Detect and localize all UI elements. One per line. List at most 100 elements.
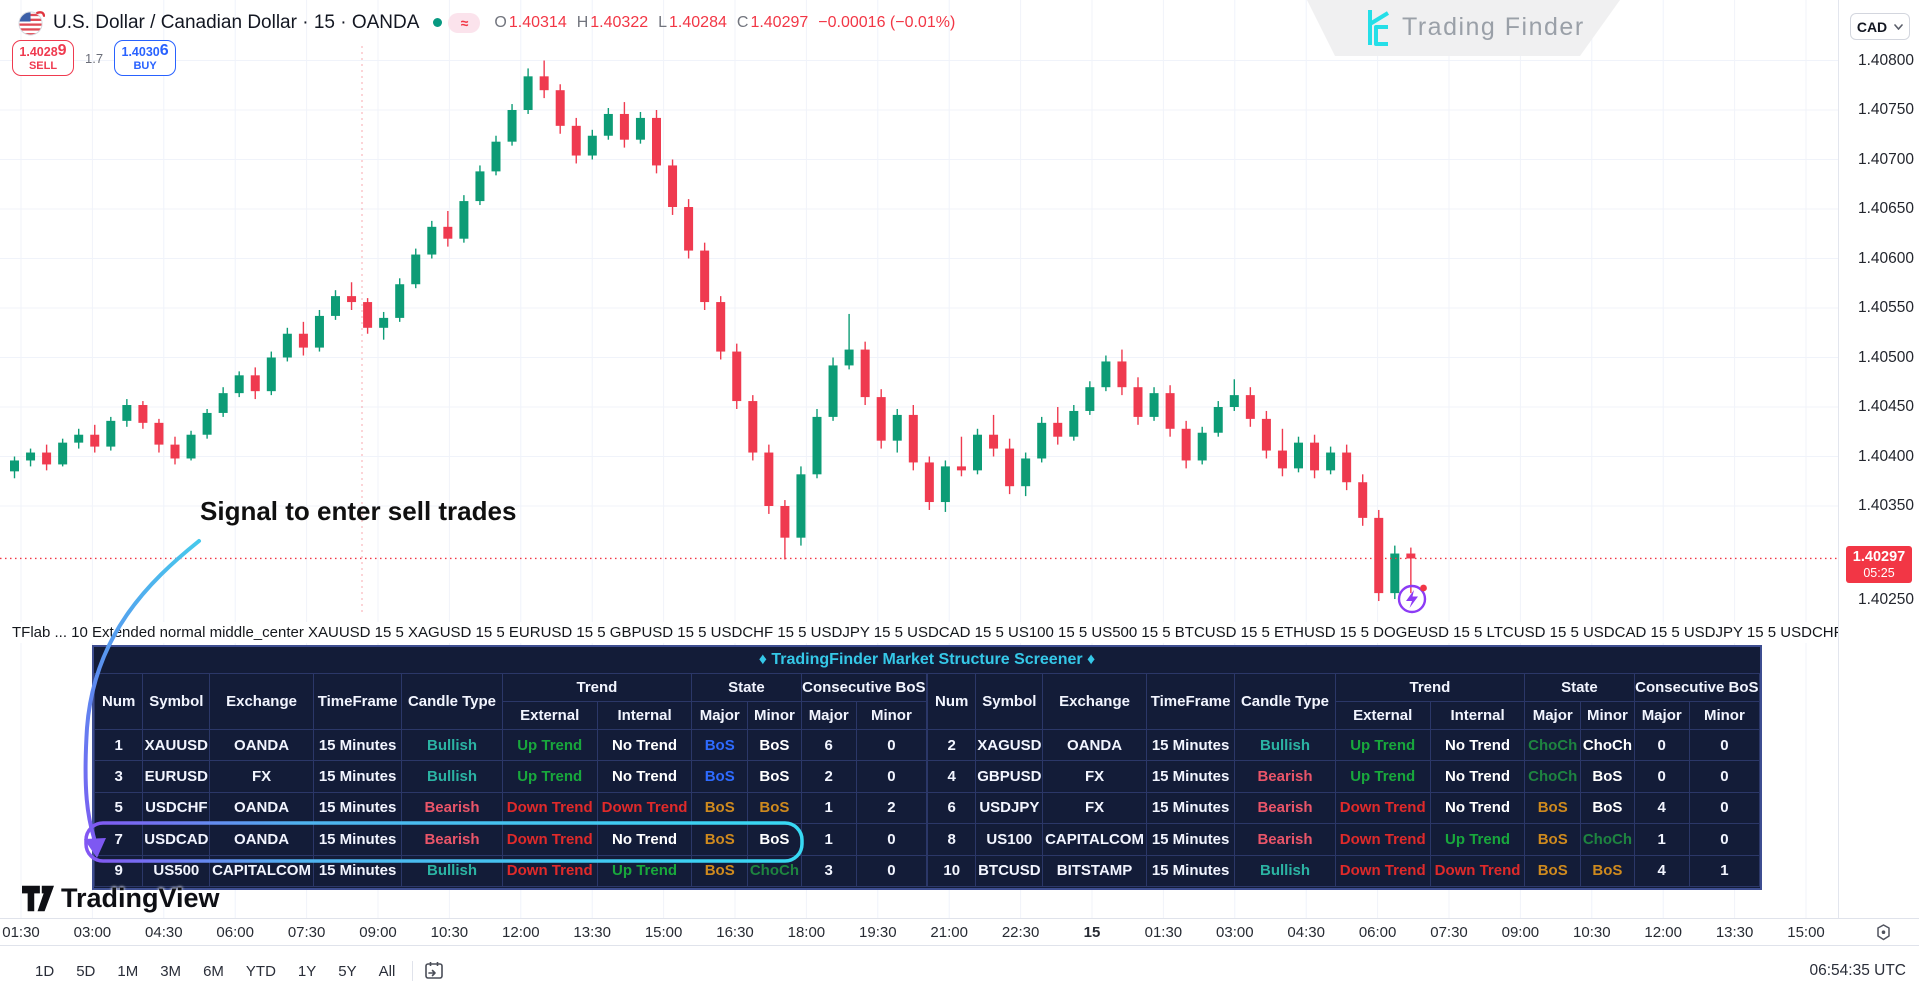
go-to-date-calendar-icon[interactable] — [423, 960, 445, 982]
screener-cell: CAPITALCOM — [1042, 823, 1147, 856]
screener-header: TimeFrame — [1145, 673, 1236, 730]
screener-cell: 2 — [800, 760, 857, 793]
screener-subheader: Internal — [1429, 701, 1526, 730]
screener-row-us500[interactable]: 9 US500 CAPITALCOM 15 Minutes Bullish Down Tr… — [93, 854, 928, 887]
axis-settings-gear-icon[interactable] — [1874, 923, 1893, 942]
range-button-1m[interactable]: 1M — [117, 962, 139, 980]
screener-row-usdcad[interactable]: 7 USDCAD OANDA 15 Minutes Bearish Down Trend N… — [93, 823, 928, 856]
open-label: O — [494, 13, 507, 31]
screener-cell: Down Trend — [501, 854, 598, 887]
screener-cell: Down Trend — [1429, 854, 1526, 887]
screener-cell: Up Trend — [501, 760, 598, 793]
screener-cell: 4 — [1633, 854, 1690, 887]
screener-cell: BoS — [747, 823, 802, 856]
screener-row-btcusd[interactable]: 10 BTCUSD BITSTAMP 15 Minutes Bullish Down Tr… — [926, 854, 1761, 887]
screener-table-left: Num Symbol Exchange TimeFrame Candle Type Tre… — [93, 673, 928, 887]
screener-header: State — [691, 673, 802, 702]
tradingfinder-logo-icon — [1368, 10, 1390, 46]
bottom-toolbar: 1D 5D 1M 3M 6M YTD 1Y 5Y All 06:54:35 UTC — [0, 945, 1919, 996]
time-axis-label: 13:30 — [573, 924, 611, 941]
screener-row-xauusd[interactable]: 1 XAUUSD OANDA 15 Minutes Bullish Up Trend No … — [93, 728, 928, 762]
screener-header: State — [1524, 673, 1635, 702]
screener-subheader: Internal — [596, 701, 693, 730]
tradingfinder-watermark: Trading Finder — [1290, 0, 1635, 56]
symbol-title[interactable]: U.S. Dollar / Canadian Dollar · 15 · OAN… — [53, 11, 420, 33]
range-button-5y[interactable]: 5Y — [338, 962, 357, 980]
range-button-all[interactable]: All — [378, 962, 396, 980]
price-axis[interactable]: 1.40297 05:25 1.40800 1.40750 1.40700 1.406… — [1838, 0, 1919, 918]
screener-cell: 15 Minutes — [1145, 791, 1236, 825]
screener-cell: No Trend — [1429, 760, 1526, 793]
screener-cell: Down Trend — [1334, 791, 1431, 825]
sell-signal-annotation: Signal to enter sell trades — [200, 496, 517, 526]
toolbar-divider — [412, 961, 414, 981]
screener-table-right: Num Symbol Exchange TimeFrame Candle Type Tre… — [926, 673, 1761, 887]
utc-clock[interactable]: 06:54:35 UTC — [1809, 962, 1907, 979]
time-axis[interactable]: 01:30 03:00 04:30 06:00 07:30 09:00 10:30 12:00… — [0, 918, 1919, 945]
screener-cell: ChoCh — [1524, 760, 1582, 793]
buy-price-last-digit: 6 — [159, 42, 169, 60]
screener-row-usdchf[interactable]: 5 USDCHF OANDA 15 Minutes Bearish Down Trend D… — [93, 791, 928, 825]
screener-header: Symbol — [142, 673, 211, 730]
screener-header: TimeFrame — [312, 673, 403, 730]
time-axis-label: 19:30 — [859, 924, 897, 941]
time-axis-label: 07:30 — [287, 924, 326, 941]
instant-order-icon[interactable] — [1396, 581, 1430, 620]
currency-dropdown[interactable]: CAD — [1850, 13, 1910, 40]
screener-header: Exchange — [1042, 673, 1147, 730]
screener-cell: 5 — [93, 791, 144, 825]
screener-header: Candle Type — [1234, 673, 1336, 730]
screener-cell: BoS — [691, 791, 749, 825]
screener-cell: Up Trend — [1334, 728, 1431, 762]
range-button-ytd[interactable]: YTD — [245, 962, 276, 980]
screener-row-usdjpy[interactable]: 6 USDJPY FX 15 Minutes Bearish Down Trend No T… — [926, 791, 1761, 825]
time-axis-label: 22:30 — [1001, 924, 1040, 941]
screener-cell: 2 — [926, 728, 977, 762]
price-axis-label: 1.40650 — [1858, 200, 1915, 217]
screener-row-xagusd[interactable]: 2 XAGUSD OANDA 15 Minutes Bullish Up Trend No … — [926, 728, 1761, 762]
time-axis-label: 15:00 — [1787, 924, 1825, 941]
screener-cell: 3 — [93, 760, 144, 793]
range-button-3m[interactable]: 3M — [160, 962, 182, 980]
screener-subheader: Minor — [1688, 701, 1761, 730]
screener-cell: BoS — [1524, 854, 1582, 887]
range-button-1y[interactable]: 1Y — [297, 962, 317, 980]
buy-button[interactable]: 1.40306 BUY — [114, 40, 177, 76]
screener-cell: 15 Minutes — [312, 823, 403, 856]
screener-cell: 6 — [800, 728, 857, 762]
screener-row-us100[interactable]: 8 US100 CAPITALCOM 15 Minutes Bearish Down Tr… — [926, 823, 1761, 856]
time-axis-label: 21:00 — [930, 924, 968, 941]
close-value: 1.40297 — [750, 13, 809, 31]
screener-cell: 0 — [1633, 728, 1690, 762]
range-button-1d[interactable]: 1D — [35, 962, 55, 980]
screener-cell: Bearish — [1234, 823, 1336, 856]
screener-header: Num — [926, 673, 977, 730]
range-button-5d[interactable]: 5D — [76, 962, 96, 980]
screener-cell: 4 — [1633, 791, 1690, 825]
tradingview-logo-text: TradingView — [61, 883, 220, 913]
sell-button[interactable]: 1.40289 SELL — [12, 40, 74, 76]
screener-cell: 10 — [926, 854, 977, 887]
time-axis-label: 09:00 — [359, 924, 397, 941]
screener-cell: 9 — [93, 854, 144, 887]
screener-cell: Bullish — [401, 760, 503, 793]
screener-header: Trend — [501, 673, 693, 702]
screener-subheader: Minor — [855, 701, 928, 730]
screener-cell: BoS — [747, 791, 802, 825]
range-button-6m[interactable]: 6M — [203, 962, 224, 980]
screener-row-eurusd[interactable]: 3 EURUSD FX 15 Minutes Bullish Up Trend No Tre… — [93, 760, 928, 793]
screener-cell: Up Trend — [596, 854, 693, 887]
time-axis-label: 06:00 — [1358, 924, 1397, 941]
time-axis-label: 18:00 — [787, 924, 826, 941]
approx-price-badge: ≈ — [448, 12, 481, 33]
open-value: 1.40314 — [508, 13, 567, 31]
screener-cell: 7 — [93, 823, 144, 856]
screener-cell: USDJPY — [975, 791, 1044, 825]
high-value: 1.40322 — [590, 13, 649, 31]
screener-cell: FX — [1042, 760, 1147, 793]
screener-subheader: Minor — [747, 701, 802, 730]
screener-cell: USDCHF — [142, 791, 211, 825]
screener-row-gbpusd[interactable]: 4 GBPUSD FX 15 Minutes Bearish Up Trend No Tre… — [926, 760, 1761, 793]
tradingview-logo[interactable]: TradingView — [22, 883, 220, 914]
screener-cell: No Trend — [1429, 728, 1526, 762]
